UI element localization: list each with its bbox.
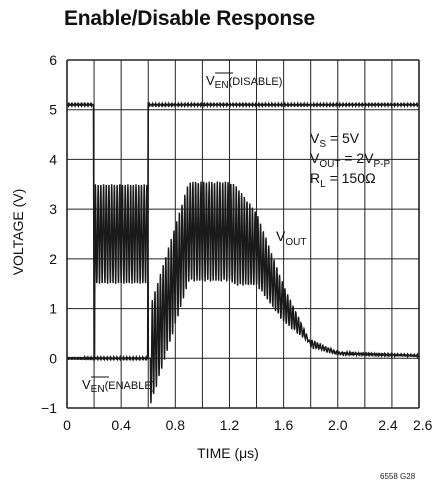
y-tick-label: 2 xyxy=(49,251,57,267)
en-enable-label: VEN(ENABLE) xyxy=(82,376,155,395)
figure-code: 6558 G28 xyxy=(380,472,416,481)
svg-text:VEN(DISABLE): VEN(DISABLE) xyxy=(206,73,282,91)
x-tick-labels: 0 0.4 0.8 1.2 1.6 2.0 2.4 2.6 xyxy=(63,417,433,433)
x-tick-label: 0.4 xyxy=(111,417,131,433)
y-tick-label: 3 xyxy=(49,201,57,217)
x-axis-label: TIME (μs) xyxy=(197,445,259,461)
x-tick-label: 2.4 xyxy=(378,417,398,433)
chart-title: Enable/Disable Response xyxy=(64,7,315,30)
condition-vs: VS = 5V xyxy=(310,130,360,150)
en-disable-label: VEN(DISABLE) xyxy=(206,72,282,91)
vout-label: VOUT xyxy=(276,228,306,248)
x-tick-label: 0 xyxy=(63,417,71,433)
y-tick-label: 6 xyxy=(49,52,57,68)
svg-text:VEN(ENABLE): VEN(ENABLE) xyxy=(82,377,155,395)
y-tick-label: 5 xyxy=(49,102,57,118)
x-tick-label: 1.2 xyxy=(220,417,240,433)
y-axis-label: VOLTAGE (V) xyxy=(10,189,26,276)
x-tick-label: 1.6 xyxy=(274,417,294,433)
y-tick-label: 4 xyxy=(49,151,57,167)
condition-vout: VOUT = 2VP-P xyxy=(310,150,391,170)
series-en-line xyxy=(66,100,420,362)
y-tick-label: −1 xyxy=(41,400,57,416)
x-tick-label: 0.8 xyxy=(166,417,186,433)
y-tick-label: 1 xyxy=(49,301,57,317)
en-disable-sub: EN xyxy=(215,80,229,91)
series-vout-line xyxy=(66,181,420,404)
traces xyxy=(66,100,420,404)
y-tick-label: 0 xyxy=(49,350,57,366)
x-tick-label: 2.6 xyxy=(413,417,433,433)
conditions-box: VS = 5V VOUT = 2VP-P RL = 150Ω xyxy=(310,130,391,190)
y-tick-labels: −1 0 1 2 3 4 5 6 xyxy=(41,52,57,416)
condition-rl: RL = 150Ω xyxy=(310,170,376,190)
x-tick-label: 2.0 xyxy=(328,417,348,433)
